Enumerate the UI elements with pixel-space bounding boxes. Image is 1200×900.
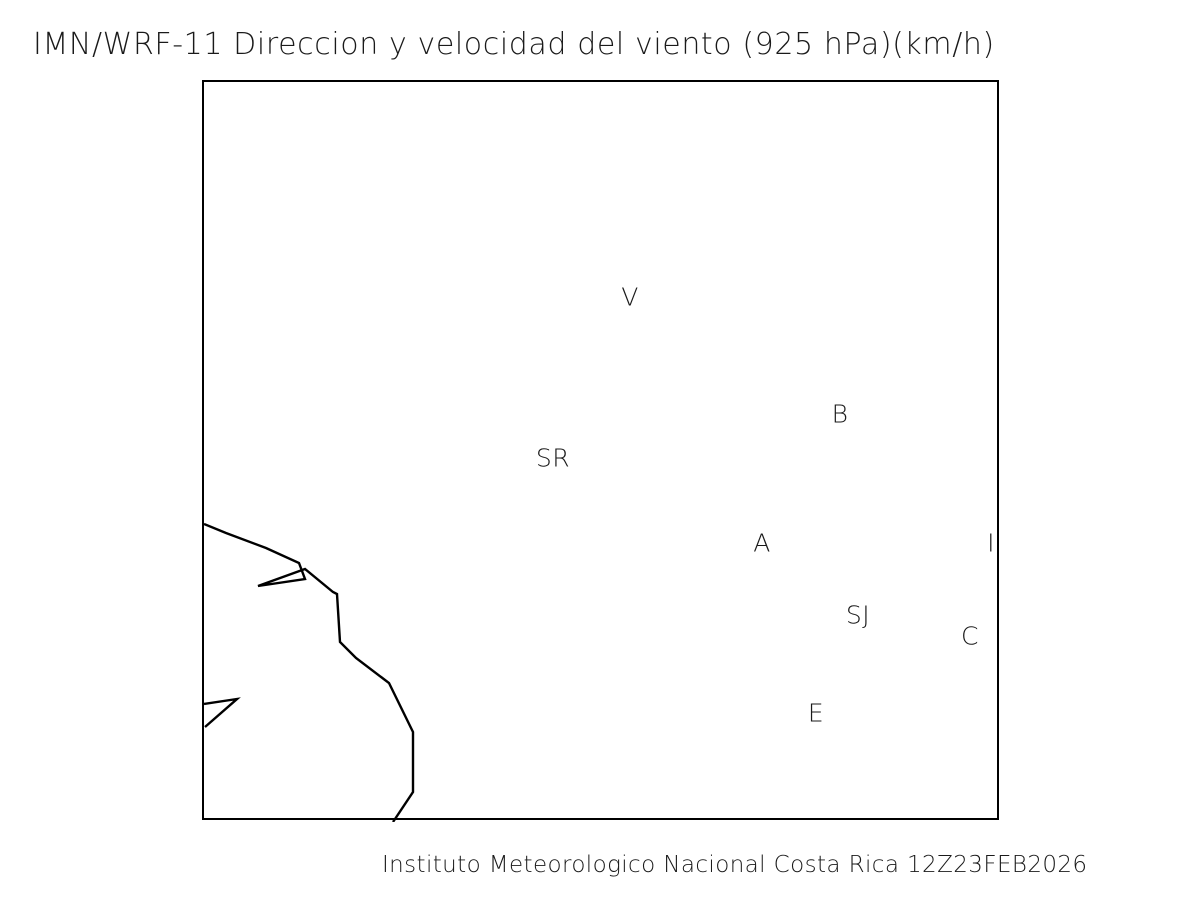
- station-label-i: I: [987, 528, 995, 558]
- coastline-pacific-coast-main: [204, 522, 415, 822]
- station-label-sj: SJ: [845, 600, 871, 630]
- station-label-b: B: [831, 399, 849, 429]
- page-title: IMN/WRF-11 Direccion y velocidad del vie…: [33, 27, 995, 62]
- station-label-e: E: [807, 698, 825, 728]
- coastline-layer: [204, 522, 415, 822]
- coastline-gulf-inlet: [204, 697, 241, 728]
- station-label-a: A: [753, 528, 771, 558]
- station-label-sr: SR: [535, 443, 571, 473]
- footer-credit: Instituto Meteorologico Nacional Costa R…: [382, 852, 1088, 878]
- station-label-v: V: [621, 282, 639, 312]
- map-plot-area: V B SR A I SJ C E: [202, 80, 999, 822]
- station-label-c: C: [961, 621, 979, 651]
